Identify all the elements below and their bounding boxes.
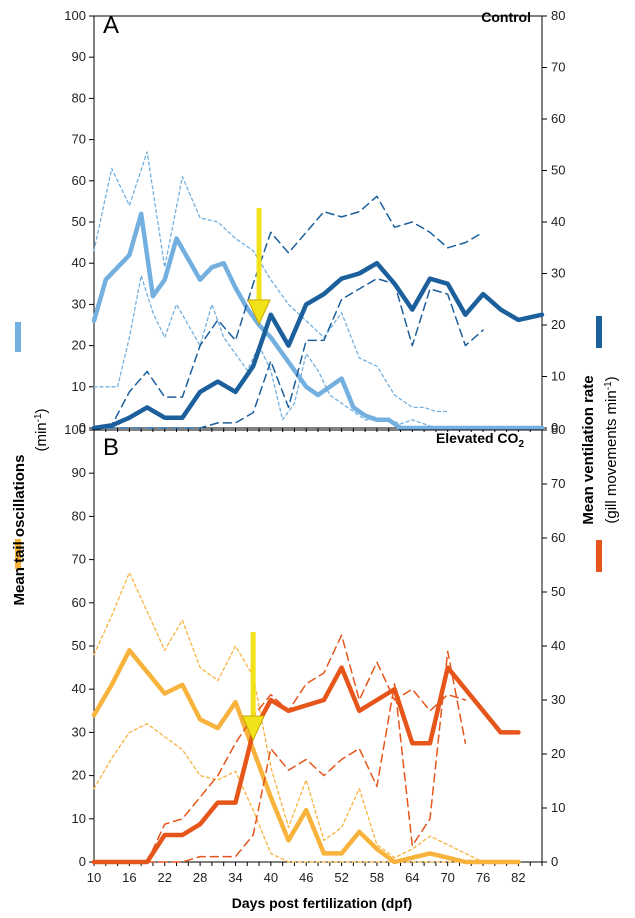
panel-a-series-tail-dotted [93, 274, 437, 429]
x-tick-label: 40 [264, 870, 278, 885]
x-tick-label: 64 [405, 870, 419, 885]
left-tick-label: 20 [72, 338, 86, 353]
left-tick-label: 50 [72, 638, 86, 653]
left-tick-label: 100 [64, 8, 86, 23]
left-axis-label-unit: (min-1) [33, 408, 50, 451]
panel-b-condition-sub: 2 [518, 439, 524, 450]
right-tick-label: 30 [551, 692, 565, 707]
left-tick-label: 90 [72, 465, 86, 480]
right-tick-label: 0 [551, 854, 558, 869]
left-axis-label: Mean tail oscillations (min-1) [11, 322, 50, 605]
panel-b-frame [93, 429, 543, 863]
panel-a-arrow [247, 208, 271, 326]
x-axis-label: Days post fertilization (dpf) [232, 895, 412, 911]
x-tick-label: 46 [299, 870, 313, 885]
panel-b-series-vent-dashed [93, 650, 467, 863]
panel-b-series-tail-dotted [93, 571, 484, 863]
x-tick-label: 34 [228, 870, 242, 885]
right-axis-unit-sup: -1 [603, 381, 614, 390]
left-tick-label: 40 [72, 255, 86, 270]
panel-a-series-vent-dashed [93, 277, 484, 429]
right-tick-label: 40 [551, 214, 565, 229]
panel-a-series-tail-solid [91, 211, 545, 431]
right-tick-label: 50 [551, 163, 565, 178]
left-tick-label: 70 [72, 132, 86, 147]
right-tick-label: 0 [551, 420, 558, 435]
left-axis-unit-sup: -1 [33, 413, 44, 422]
left-tick-label: 10 [72, 811, 86, 826]
right-axis-label-unit: (gill movements min-1) [603, 376, 620, 523]
panel-b-condition: Elevated CO2 [436, 430, 524, 450]
right-tick-label: 60 [551, 111, 565, 126]
left-tick-label: 0 [79, 420, 86, 435]
panel-b-series-vent-dashed [93, 634, 467, 863]
panel-a-letter: A [103, 12, 119, 39]
arrow-head [241, 715, 265, 742]
right-axis-unit-end: ) [603, 376, 620, 381]
x-tick-label: 16 [122, 870, 136, 885]
right-tick-label: 70 [551, 476, 565, 491]
left-axis-unit-end: ) [33, 408, 50, 413]
panel-b-arrow [241, 632, 265, 742]
right-tick-label: 70 [551, 60, 565, 75]
x-tick-label: 70 [440, 870, 454, 885]
left-tick-label: 80 [72, 508, 86, 523]
left-tick-label: 60 [72, 595, 86, 610]
panel-b-letter: B [103, 434, 119, 461]
panel-b-series-vent-solid [91, 665, 521, 865]
right-tick-label: 60 [551, 530, 565, 545]
left-tick-label: 0 [79, 854, 86, 869]
left-tick-label: 60 [72, 173, 86, 188]
right-tick-label: 40 [551, 638, 565, 653]
right-axis-label: Mean ventilation rate (gill movements mi… [580, 316, 620, 572]
panel-a-series-tail-dotted [93, 151, 449, 413]
x-tick-label: 10 [87, 870, 101, 885]
panel-a-series-vent-solid [91, 260, 545, 431]
left-tick-label: 50 [72, 214, 86, 229]
panel-b-condition-main: Elevated CO [436, 430, 519, 446]
left-tick-label: 20 [72, 768, 86, 783]
left-tick-label: 70 [72, 552, 86, 567]
right-tick-label: 20 [551, 746, 565, 761]
right-tick-label: 10 [551, 369, 565, 384]
panel-a-series-vent-dashed [93, 195, 484, 429]
x-tick-label: 22 [158, 870, 172, 885]
left-tick-label: 40 [72, 681, 86, 696]
left-tick-label: 10 [72, 379, 86, 394]
tail-legend-swatch-control [15, 322, 21, 352]
right-tick-label: 80 [551, 8, 565, 23]
left-tick-label: 90 [72, 49, 86, 64]
right-tick-label: 80 [551, 422, 565, 437]
x-tick-label: 82 [511, 870, 525, 885]
left-axis-unit-text: (min [33, 422, 50, 451]
right-tick-label: 10 [551, 800, 565, 815]
left-tick-label: 30 [72, 724, 86, 739]
vent-legend-swatch-control [596, 316, 602, 348]
right-tick-label: 30 [551, 266, 565, 281]
vent-legend-swatch-elevated [596, 540, 602, 572]
panel-a-condition: Control [481, 9, 531, 25]
x-tick-label: 76 [476, 870, 490, 885]
right-tick-label: 20 [551, 317, 565, 332]
arrow-head [247, 299, 271, 326]
right-axis-label-main: Mean ventilation rate [580, 375, 597, 524]
panel-a-frame [93, 15, 543, 429]
left-tick-label: 80 [72, 90, 86, 105]
right-tick-label: 50 [551, 584, 565, 599]
x-tick-label: 58 [370, 870, 384, 885]
right-axis-unit-text: (gill movements min [603, 390, 620, 523]
left-axis-label-main: Mean tail oscillations [11, 455, 28, 606]
x-tick-label: 52 [334, 870, 348, 885]
left-tick-label: 100 [64, 422, 86, 437]
left-tick-label: 30 [72, 296, 86, 311]
panel-b-series-tail-solid [91, 648, 521, 865]
tail-legend-swatch-elevated [15, 539, 21, 569]
panel-b-series-tail-dotted [93, 723, 484, 863]
x-tick-label: 28 [193, 870, 207, 885]
panel-b: 0102030405060708090100010203040506070801… [64, 422, 565, 885]
